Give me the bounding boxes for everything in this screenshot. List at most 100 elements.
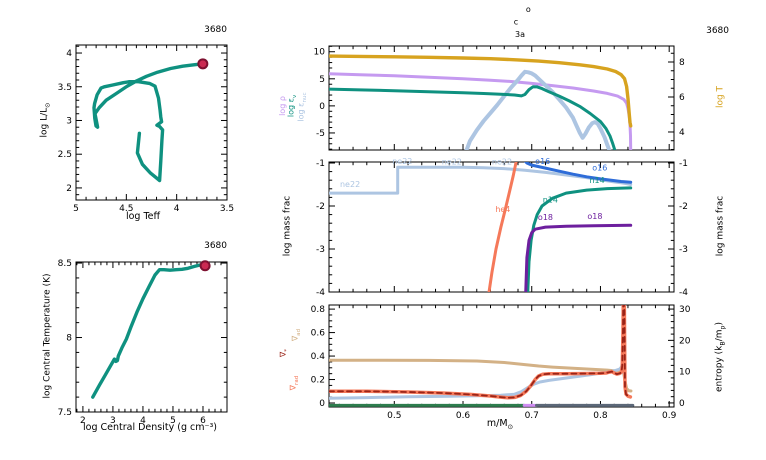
tick-label: 5	[170, 416, 176, 426]
tick-label: 2	[80, 416, 86, 426]
series-log-eps-nu	[329, 85, 617, 150]
tick-label: 0	[319, 102, 325, 112]
tick-label: 30	[679, 305, 691, 315]
log-t-axis-label: log T	[715, 85, 726, 109]
tick-label: 5	[73, 204, 79, 214]
mass-frac-left-axis-label: log mass frac	[282, 195, 293, 257]
grad-rad-axis-label: ∇rad	[288, 375, 300, 391]
hr-model-number: 3680	[204, 25, 227, 35]
mass-xaxis-label: m/M⊙	[486, 418, 514, 431]
axes-frame	[75, 261, 228, 413]
hr-yaxis-label: log L/L⊙	[39, 102, 52, 138]
current-model-marker	[199, 260, 211, 272]
panel-profile-top: 10 5 0 -5 8 6 4 oc 3a	[314, 5, 685, 151]
tick-label: -1	[679, 159, 688, 169]
tick-label: 6	[679, 93, 685, 103]
tick-label: 4	[174, 204, 180, 214]
curve-label-o18: o18	[538, 213, 553, 222]
tick-label: 10	[314, 48, 326, 58]
trho-xaxis-label: log Central Density (g cm⁻³)	[82, 422, 218, 433]
tick-label: 8	[66, 334, 72, 344]
tick-label: 4	[66, 49, 72, 59]
tick-label: 2.5	[58, 150, 72, 160]
tick-label: -1	[316, 159, 325, 169]
log-eps-nuc-axis-label: log εnuc	[296, 92, 308, 122]
tick-label: 3.5	[58, 83, 72, 93]
series-he4	[487, 162, 518, 292]
axes-frame	[328, 161, 675, 293]
curve-label-n14: n14	[589, 176, 604, 185]
series-n14	[526, 186, 633, 292]
trho-yaxis-label: log Central Temperature (K)	[42, 273, 53, 399]
panel-hr-axes: 5 4.5 4 3.5 2 2.5 3 3.5 4	[58, 45, 234, 214]
curve-label-ne22: ne22	[340, 180, 360, 189]
axes-frame	[75, 44, 228, 201]
tick-label: 6	[200, 416, 206, 426]
tick-label: -4	[316, 288, 325, 298]
tick-label: -2	[679, 202, 688, 212]
grad-star-axis-label: ∇*	[278, 348, 290, 358]
curve-label-ne22: ne22	[442, 157, 462, 166]
tick-label: 3	[66, 116, 72, 126]
tick-label: 10	[679, 368, 691, 378]
tick-label: 0.2	[311, 376, 325, 386]
trho-model-number: 3680	[204, 241, 227, 251]
tick-label: 5	[319, 75, 325, 85]
tick-label: 0	[679, 399, 685, 409]
tick-label: 0.5	[387, 411, 401, 421]
panel-profile-abund-axes: -1 -2 -3 -4 -1 -2 -3 -4	[316, 159, 688, 298]
tick-label: -3	[679, 245, 688, 255]
profiles-model-number: 3680	[706, 26, 729, 36]
series-central-track	[91, 263, 207, 399]
curve-label-he4: he4	[495, 205, 510, 214]
tick-label: 0.6	[311, 329, 326, 339]
burn-label-3a: 3a	[515, 30, 525, 39]
tick-label: -4	[679, 288, 688, 298]
tick-label: 4	[140, 416, 146, 426]
tick-label: 0.8	[311, 305, 326, 315]
curve-label-ne22: ne22	[392, 157, 412, 166]
grad-ad-axis-label: ∇ad	[290, 328, 302, 342]
series-log-t	[329, 54, 633, 128]
tick-label: 0	[319, 399, 325, 409]
tick-label: 3.5	[220, 204, 234, 214]
entropy-axis-label: entropy (kB/mp)	[714, 321, 727, 393]
tick-label: 20	[679, 336, 691, 346]
tick-label: 4	[679, 128, 685, 138]
series-o18	[524, 223, 633, 292]
tick-label: -2	[316, 202, 325, 212]
tick-label: 2	[66, 184, 72, 194]
tick-label: 7.5	[58, 408, 72, 418]
panel-trho: 2 3 4 5 6 7.5 8 8.5	[58, 259, 228, 426]
tick-label: -3	[316, 245, 325, 255]
tick-label: 8	[679, 58, 685, 68]
panel-profile-abund: -1 -2 -3 -4 -1 -2 -3 -4 ne22 ne22 ne22 ne22 he4 o16 o1…	[316, 157, 688, 298]
axes-frame	[328, 45, 675, 151]
current-model-marker	[197, 58, 209, 70]
tick-label: 0.8	[593, 411, 608, 421]
tick-label: 0.4	[311, 352, 326, 362]
curve-label-o16: o16	[535, 157, 550, 166]
curve-label-ne22: ne22	[492, 157, 512, 166]
curve-label-o18: o18	[587, 212, 602, 221]
burn-label-c: c	[514, 18, 518, 27]
tick-label: 0.7	[525, 411, 539, 421]
series-grad-star	[329, 305, 632, 399]
mass-frac-right-axis-label: log mass frac	[715, 195, 726, 257]
panel-trho-axes: 2 3 4 5 6 7.5 8 8.5	[58, 259, 228, 426]
tick-label: 8.5	[58, 259, 72, 269]
series-evolution-track	[92, 62, 205, 183]
tick-label: -5	[316, 129, 325, 139]
burn-label-o: o	[526, 5, 531, 14]
tick-label: 4.5	[119, 204, 133, 214]
tick-label: 0.6	[456, 411, 471, 421]
curve-label-o16: o16	[592, 163, 607, 172]
hr-xaxis-label: log Teff	[125, 211, 161, 222]
panel-hr: 5 4.5 4 3.5 2 2.5 3 3.5 4	[58, 44, 234, 214]
series-log-eps-nuc	[464, 69, 612, 150]
series-grad-rad	[329, 305, 633, 400]
